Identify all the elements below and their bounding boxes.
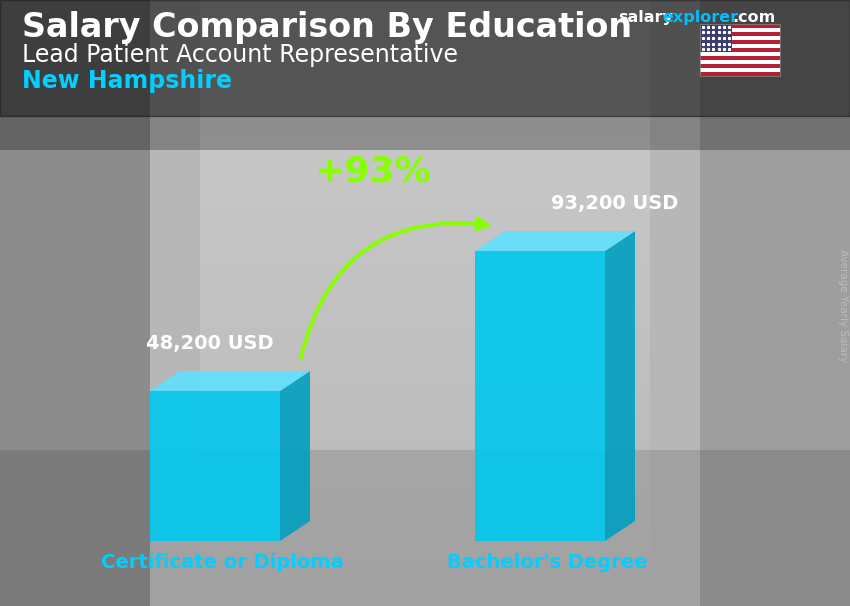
Text: Certificate or Diploma: Certificate or Diploma (101, 553, 344, 572)
Text: explorer: explorer (662, 10, 738, 25)
Bar (700, 48, 780, 52)
Bar (700, 68, 780, 72)
Polygon shape (150, 371, 310, 391)
Text: New Hampshire: New Hampshire (22, 69, 232, 93)
Bar (700, 64, 780, 68)
Bar (700, 52, 780, 56)
Polygon shape (280, 371, 310, 541)
Bar (700, 56, 780, 60)
Bar (700, 44, 780, 48)
Text: Salary Comparison By Education: Salary Comparison By Education (22, 11, 632, 44)
Text: salary: salary (618, 10, 673, 25)
Bar (700, 28, 780, 32)
Bar (700, 24, 780, 28)
Polygon shape (475, 251, 605, 541)
Text: +93%: +93% (314, 154, 431, 188)
Text: 48,200 USD: 48,200 USD (146, 334, 274, 353)
Bar (700, 36, 780, 40)
Bar (700, 40, 780, 44)
Bar (700, 72, 780, 76)
Polygon shape (150, 391, 280, 541)
Text: Average Yearly Salary: Average Yearly Salary (838, 250, 848, 362)
Bar (700, 60, 780, 64)
Bar (700, 24, 732, 52)
Bar (700, 24, 780, 76)
Text: .com: .com (732, 10, 775, 25)
FancyBboxPatch shape (0, 0, 850, 116)
Bar (700, 32, 780, 36)
Text: Lead Patient Account Representative: Lead Patient Account Representative (22, 43, 458, 67)
Text: 93,200 USD: 93,200 USD (552, 194, 678, 213)
Text: Bachelor's Degree: Bachelor's Degree (447, 553, 648, 572)
Polygon shape (475, 231, 635, 251)
Polygon shape (605, 231, 635, 541)
